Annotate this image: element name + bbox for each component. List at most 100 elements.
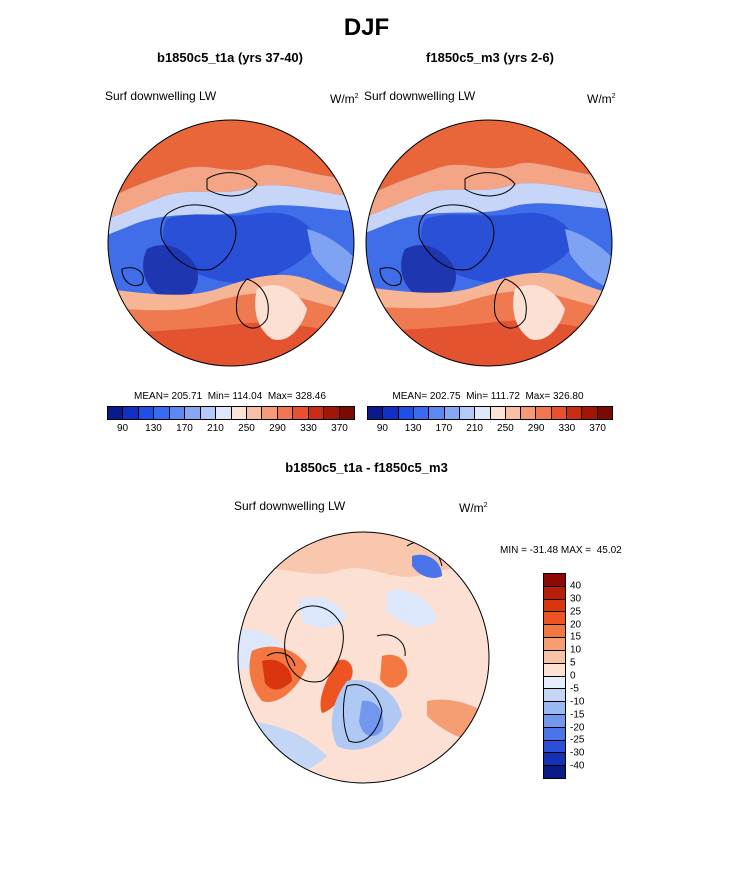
- colorbar-segment: [398, 407, 414, 419]
- diff-colorbar-segment: [544, 574, 565, 587]
- panel-2-polar-map: [365, 119, 613, 367]
- colorbar-segment: [413, 407, 430, 419]
- diff-colorbar: [543, 573, 566, 779]
- diff-colorbar-tick-label: -30: [570, 747, 585, 759]
- figure-title: DJF: [343, 14, 390, 41]
- colorbar-segment: [246, 407, 263, 419]
- diff-colorbar-segment: [544, 638, 565, 651]
- panel-1-colorbar: [107, 406, 355, 420]
- colorbar-segment: [521, 407, 537, 419]
- colorbar-segment: [262, 407, 278, 419]
- diff-colorbar-tick-label: -20: [570, 722, 585, 733]
- diff-colorbar-segment: [544, 740, 565, 754]
- diff-colorbar-tick-label: 15: [570, 631, 582, 643]
- colorbar-tick-label: 370: [331, 423, 348, 434]
- colorbar-segment: [154, 407, 170, 419]
- panel-1-stats: MEAN= 205.71 Min= 114.04 Max= 328.46: [134, 391, 326, 402]
- colorbar-segment: [200, 407, 217, 419]
- colorbar-segment: [216, 407, 232, 419]
- diff-panel-units: W/m2: [459, 501, 488, 515]
- diff-colorbar-segment: [544, 650, 565, 664]
- colorbar-segment: [185, 407, 201, 419]
- colorbar-segment: [597, 407, 612, 419]
- diff-colorbar-tick-label: -40: [570, 760, 585, 772]
- colorbar-segment: [138, 407, 155, 419]
- diff-colorbar-ticks: 40 30 25 20 15 10 5 0 -5 -10 -15 -20 -25 -30 -40: [570, 573, 610, 779]
- colorbar-segment: [536, 407, 552, 419]
- panel-2-units: W/m2: [587, 92, 616, 106]
- colorbar-tick-label: 210: [466, 423, 483, 434]
- panel-1-title: b1850c5_t1a (yrs 37-40): [157, 50, 303, 65]
- diff-colorbar-segment: [544, 702, 565, 715]
- panel-1-units: W/m2: [330, 92, 359, 106]
- diff-panel-title: b1850c5_t1a - f1850c5_m3: [285, 460, 448, 475]
- colorbar-tick-label: 290: [527, 423, 545, 434]
- diff-colorbar-tick-label: 20: [570, 619, 582, 630]
- colorbar-segment: [444, 407, 460, 419]
- panel-2-stats: MEAN= 202.75 Min= 111.72 Max= 326.80: [392, 391, 584, 402]
- diff-colorbar-segment: [544, 612, 565, 626]
- colorbar-segment: [277, 407, 294, 419]
- colorbar-tick-label: 130: [404, 423, 422, 434]
- diff-colorbar-tick-label: 5: [570, 657, 576, 669]
- diff-colorbar-segment: [544, 663, 565, 677]
- colorbar-tick-label: 370: [589, 423, 606, 434]
- colorbar-tick-label: 330: [300, 423, 317, 434]
- colorbar-tick-label: 210: [207, 423, 224, 434]
- panel-2-colorbar: [367, 406, 613, 420]
- colorbar-segment: [567, 407, 583, 419]
- colorbar-tick-label: 170: [176, 423, 193, 434]
- colorbar-segment: [490, 407, 506, 419]
- colorbar-tick-label: 90: [376, 423, 388, 434]
- colorbar-segment: [108, 407, 124, 419]
- diff-colorbar-tick-label: -15: [570, 709, 585, 721]
- diff-panel-stats: MIN = -31.48 MAX = 45.02: [500, 545, 622, 556]
- colorbar-segment: [368, 407, 384, 419]
- diff-colorbar-segment: [544, 586, 565, 600]
- colorbar-segment: [308, 407, 325, 419]
- colorbar-segment: [475, 407, 491, 419]
- diff-colorbar-tick-label: -5: [570, 683, 579, 695]
- diff-colorbar-segment: [544, 676, 565, 690]
- diff-colorbar-segment: [544, 599, 565, 613]
- panel-2-title: f1850c5_m3 (yrs 2-6): [426, 50, 554, 65]
- diff-colorbar-tick-label: 30: [570, 593, 582, 605]
- diff-colorbar-segment: [544, 714, 565, 728]
- diff-colorbar-segment: [544, 727, 565, 741]
- diff-colorbar-tick-label: 0: [570, 670, 576, 682]
- colorbar-segment: [339, 407, 354, 419]
- colorbar-tick-label: 250: [238, 423, 255, 434]
- colorbar-segment: [231, 407, 247, 419]
- colorbar-segment: [123, 407, 139, 419]
- colorbar-segment: [551, 407, 568, 419]
- colorbar-segment: [459, 407, 476, 419]
- diff-panel-polar-map: [237, 531, 490, 784]
- colorbar-segment: [383, 407, 399, 419]
- diff-colorbar-segment: [544, 689, 565, 703]
- colorbar-tick-label: 90: [116, 423, 129, 434]
- colorbar-segment: [429, 407, 445, 419]
- diff-panel-variable: Surf downwelling LW: [234, 499, 346, 513]
- colorbar-tick-label: 290: [269, 423, 286, 434]
- diff-colorbar-tick-label: 10: [570, 644, 582, 656]
- colorbar-tick-label: 170: [435, 423, 453, 434]
- colorbar-segment: [293, 407, 309, 419]
- diff-colorbar-tick-label: 40: [570, 580, 582, 592]
- colorbar-segment: [505, 407, 522, 419]
- colorbar-segment: [582, 407, 598, 419]
- panel-2-variable: Surf downwelling LW: [364, 89, 476, 103]
- diff-colorbar-tick-label: -25: [570, 734, 585, 746]
- panel-1-polar-map: [107, 119, 355, 367]
- diff-colorbar-segment: [544, 625, 565, 639]
- colorbar-tick-label: 130: [145, 423, 162, 434]
- colorbar-tick-label: 330: [558, 423, 576, 434]
- diff-colorbar-tick-label: 25: [570, 606, 582, 618]
- panel-2-colorbar-ticks: 90 130 170 210 250 290 330 370: [367, 423, 613, 437]
- colorbar-segment: [169, 407, 186, 419]
- diff-colorbar-segment: [544, 766, 565, 778]
- panel-1-variable: Surf downwelling LW: [105, 89, 217, 103]
- diff-colorbar-tick-label: -10: [570, 696, 585, 708]
- colorbar-segment: [324, 407, 340, 419]
- colorbar-tick-label: 250: [497, 423, 514, 434]
- diff-colorbar-segment: [544, 753, 565, 767]
